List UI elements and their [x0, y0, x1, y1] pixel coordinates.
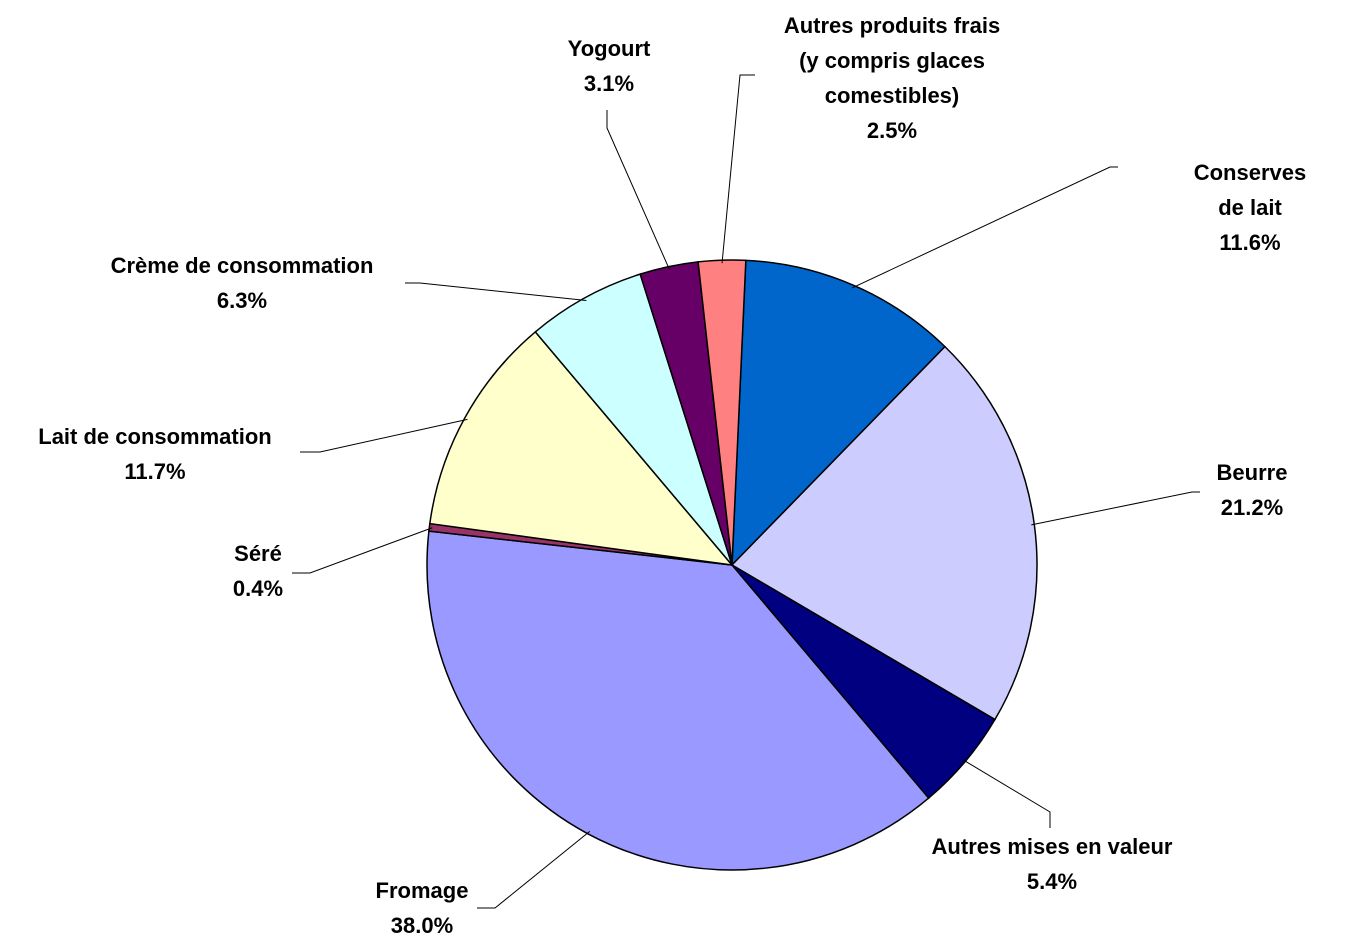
slice-label: Crème de consommation 6.3%	[111, 248, 374, 318]
value-label: 0.4%	[232, 576, 284, 601]
value-label: 21.2%	[1220, 495, 1284, 520]
leader-line	[851, 166, 1118, 289]
value-label: 6.3%	[216, 288, 268, 313]
leader-line	[405, 282, 587, 301]
value-label: 2.5%	[866, 118, 918, 143]
category-label: Beurre	[1216, 460, 1288, 485]
value-label: 3.1%	[583, 71, 635, 96]
slice-label: Autres mises en valeur 5.4%	[932, 829, 1173, 899]
category-label: Autres produits frais (y compris glaces …	[783, 13, 1001, 108]
value-label: 38.0%	[390, 913, 454, 938]
leader-line	[477, 830, 591, 909]
category-label: Crème de consommation	[110, 253, 374, 278]
slice-label: Lait de consommation 11.7%	[38, 419, 271, 489]
leader-line	[300, 418, 468, 453]
pie-slice	[534, 273, 733, 566]
pie-slice	[426, 530, 930, 871]
leader-line	[292, 527, 433, 574]
category-label: Lait de consommation	[38, 424, 272, 449]
leader-line	[721, 74, 755, 264]
value-label: 11.6%	[1219, 230, 1281, 255]
category-label: Séré	[234, 541, 282, 566]
pie-slice	[731, 259, 946, 567]
category-label: Fromage	[375, 878, 469, 903]
category-label: Yogourt	[567, 36, 651, 61]
category-label: Conserves de lait	[1193, 160, 1307, 220]
slice-label: Beurre 21.2%	[1217, 455, 1288, 525]
pie-slice	[428, 330, 734, 567]
slice-label: Séré 0.4%	[233, 536, 283, 606]
leader-line	[1031, 491, 1200, 526]
leader-line	[606, 110, 670, 270]
slice-label: Fromage 38.0%	[376, 873, 469, 940]
value-label: 5.4%	[1026, 869, 1078, 894]
category-label: Autres mises en valeur	[931, 834, 1173, 859]
slice-label: Yogourt 3.1%	[568, 31, 651, 101]
value-label: 11.7%	[124, 459, 186, 484]
slice-label: Conserves de lait 11.6%	[1192, 155, 1308, 260]
leader-line	[962, 759, 1051, 828]
slice-label: Autres produits frais (y compris glaces …	[784, 8, 1000, 148]
